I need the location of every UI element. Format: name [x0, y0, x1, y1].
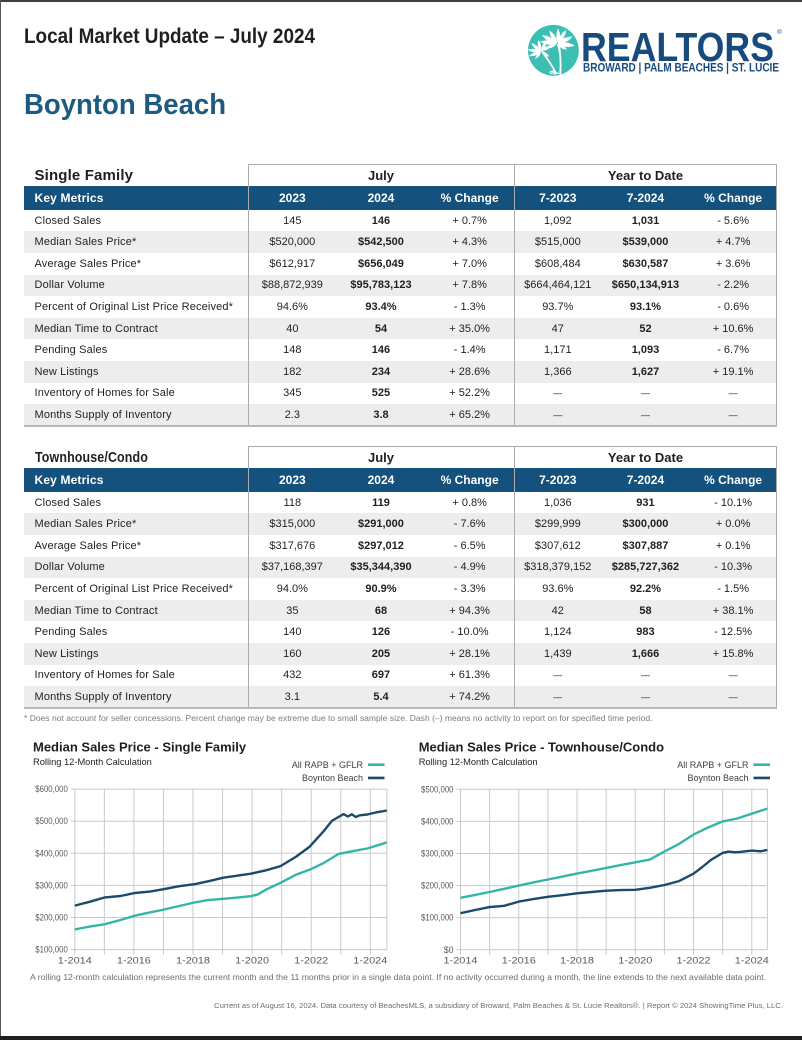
svg-text:1-2018: 1-2018 — [560, 956, 594, 966]
svg-text:$400,000: $400,000 — [421, 816, 454, 826]
svg-text:1-2016: 1-2016 — [502, 956, 536, 966]
svg-text:1-2014: 1-2014 — [58, 956, 92, 966]
svg-text:1-2022: 1-2022 — [294, 956, 328, 966]
svg-text:1-2024: 1-2024 — [353, 956, 387, 966]
svg-text:1-2020: 1-2020 — [235, 956, 269, 966]
svg-text:$500,000: $500,000 — [35, 816, 68, 826]
svg-text:BROWARD | PALM BEACHES | ST. L: BROWARD | PALM BEACHES | ST. LUCIE — [583, 63, 779, 75]
svg-text:Median Sales Price - Single Fa: Median Sales Price - Single Family — [33, 740, 247, 755]
svg-text:1-2016: 1-2016 — [117, 956, 151, 966]
svg-text:Boynton Beach: Boynton Beach — [687, 773, 748, 783]
svg-text:®: ® — [777, 28, 782, 36]
svg-text:$100,000: $100,000 — [421, 913, 454, 923]
svg-text:1-2022: 1-2022 — [677, 956, 711, 966]
svg-text:$0: $0 — [444, 945, 454, 955]
svg-text:Median Sales Price - Townhouse: Median Sales Price - Townhouse/Condo — [419, 740, 664, 755]
svg-text:1-2018: 1-2018 — [176, 956, 210, 966]
svg-text:Boynton Beach: Boynton Beach — [302, 773, 363, 783]
svg-text:Rolling 12-Month Calculation: Rolling 12-Month Calculation — [419, 757, 538, 767]
svg-text:$200,000: $200,000 — [35, 913, 68, 923]
svg-text:$600,000: $600,000 — [35, 784, 68, 794]
svg-text:$300,000: $300,000 — [421, 849, 454, 859]
svg-text:$200,000: $200,000 — [421, 881, 454, 891]
svg-text:REALTORS: REALTORS — [581, 24, 774, 70]
svg-text:$500,000: $500,000 — [421, 784, 454, 794]
svg-text:1-2024: 1-2024 — [735, 956, 769, 966]
svg-text:All RAPB + GFLR: All RAPB + GFLR — [677, 760, 749, 770]
svg-text:1-2014: 1-2014 — [444, 956, 478, 966]
svg-text:$300,000: $300,000 — [35, 880, 68, 890]
svg-text:1-2020: 1-2020 — [618, 956, 652, 966]
svg-text:$100,000: $100,000 — [35, 945, 68, 955]
svg-text:$400,000: $400,000 — [35, 848, 68, 858]
svg-text:All RAPB + GFLR: All RAPB + GFLR — [292, 760, 364, 770]
svg-text:Rolling 12-Month Calculation: Rolling 12-Month Calculation — [33, 757, 152, 767]
